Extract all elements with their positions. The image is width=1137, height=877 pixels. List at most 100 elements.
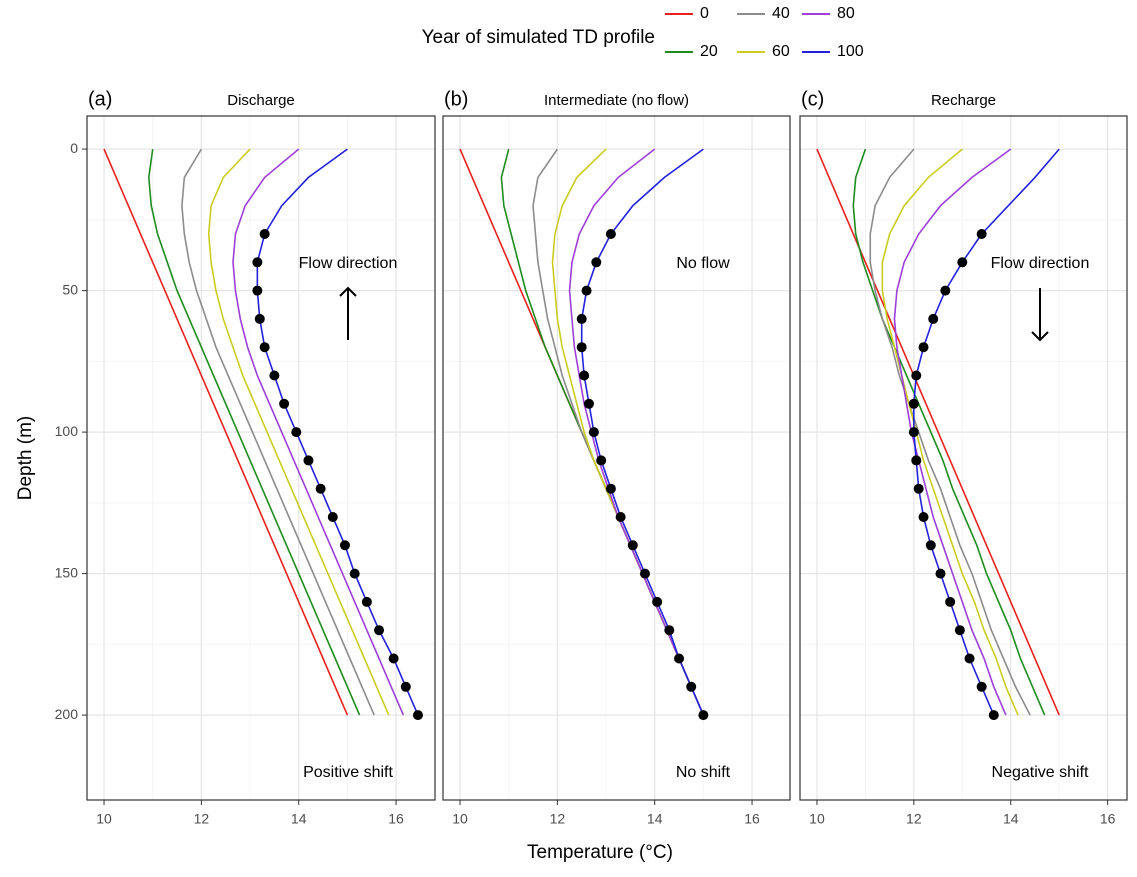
annotation: Negative shift <box>992 764 1089 781</box>
data-point <box>605 483 616 494</box>
data-point <box>908 427 919 438</box>
data-point <box>269 370 280 381</box>
data-point <box>925 540 936 551</box>
x-tick-label: 16 <box>1100 811 1116 827</box>
x-tick-label: 10 <box>452 811 468 827</box>
data-point <box>327 512 338 523</box>
legend-label: 100 <box>837 43 864 60</box>
data-point <box>908 398 919 409</box>
data-point <box>374 625 385 636</box>
panel-label: (c) <box>801 88 824 110</box>
data-point <box>591 257 602 268</box>
data-point <box>940 285 951 296</box>
panel-background <box>87 116 435 800</box>
data-point <box>576 313 587 324</box>
y-tick-label: 50 <box>62 281 78 297</box>
y-tick-label: 200 <box>55 706 79 722</box>
x-tick-label: 16 <box>388 811 404 827</box>
panel-label: (b) <box>444 88 468 110</box>
y-tick-label: 100 <box>55 423 79 439</box>
data-point <box>584 398 595 409</box>
y-tick-label: 0 <box>70 140 78 156</box>
data-point <box>652 596 663 607</box>
data-point <box>291 427 302 438</box>
panel-title: Discharge <box>227 92 295 109</box>
panel-title: Recharge <box>931 92 996 109</box>
data-point <box>935 568 946 579</box>
panel-border <box>442 115 791 801</box>
x-tick-label: 10 <box>809 811 825 827</box>
profile-line <box>148 149 361 716</box>
data-point <box>674 653 685 664</box>
data-point <box>400 681 411 692</box>
data-point <box>911 370 922 381</box>
data-point <box>928 313 939 324</box>
legend-title: Year of simulated TD profile <box>422 27 655 48</box>
data-point <box>627 540 638 551</box>
profile-line <box>207 148 390 716</box>
data-point <box>259 229 270 240</box>
data-point <box>605 229 616 240</box>
data-point <box>964 653 975 664</box>
profile-line <box>852 148 1046 716</box>
profile-line <box>232 148 405 716</box>
data-point <box>279 398 290 409</box>
legend-label: 0 <box>700 5 709 22</box>
data-point <box>315 483 326 494</box>
data-point <box>918 342 929 353</box>
panel-background <box>443 116 790 800</box>
data-point <box>361 596 372 607</box>
data-point <box>615 512 626 523</box>
data-point <box>957 257 968 268</box>
data-point <box>588 427 599 438</box>
data-point <box>976 229 987 240</box>
data-point <box>303 455 314 466</box>
flow-arrow-head <box>339 286 357 297</box>
y-tick-label: 150 <box>55 564 79 580</box>
x-tick-label: 12 <box>194 811 210 827</box>
x-tick-label: 14 <box>291 811 307 827</box>
annotation: Positive shift <box>303 764 393 781</box>
data-point <box>639 568 650 579</box>
data-point <box>579 370 590 381</box>
data-point <box>412 710 423 721</box>
annotation: Flow direction <box>991 255 1090 272</box>
x-tick-label: 10 <box>96 811 112 827</box>
data-point <box>596 455 607 466</box>
legend-label: 40 <box>772 5 790 22</box>
data-point <box>339 540 350 551</box>
data-point <box>349 568 360 579</box>
data-point <box>664 625 675 636</box>
data-point <box>576 342 587 353</box>
data-point <box>259 342 270 353</box>
panel-title: Intermediate (no flow) <box>544 92 689 109</box>
data-point <box>388 653 399 664</box>
data-point <box>686 681 697 692</box>
data-point <box>988 710 999 721</box>
data-point <box>954 625 965 636</box>
panel-border <box>799 115 1128 801</box>
data-point <box>945 596 956 607</box>
profile-line <box>181 148 375 716</box>
annotation: Flow direction <box>299 255 398 272</box>
x-axis-title: Temperature (°C) <box>527 842 673 863</box>
x-tick-label: 16 <box>744 811 760 827</box>
data-point <box>252 285 263 296</box>
flow-arrow-head <box>1031 331 1049 342</box>
data-point <box>976 681 987 692</box>
annotation: No flow <box>676 255 730 272</box>
x-tick-label: 14 <box>647 811 663 827</box>
legend-label: 80 <box>837 5 855 22</box>
data-point <box>698 710 709 721</box>
legend-label: 20 <box>700 43 718 60</box>
x-tick-label: 12 <box>550 811 566 827</box>
annotation: No shift <box>676 764 731 781</box>
panel-border <box>86 115 436 801</box>
data-point <box>254 313 265 324</box>
data-point <box>581 285 592 296</box>
data-point <box>911 455 922 466</box>
y-axis-title: Depth (m) <box>15 416 36 500</box>
x-tick-label: 12 <box>906 811 922 827</box>
data-point <box>252 257 263 268</box>
